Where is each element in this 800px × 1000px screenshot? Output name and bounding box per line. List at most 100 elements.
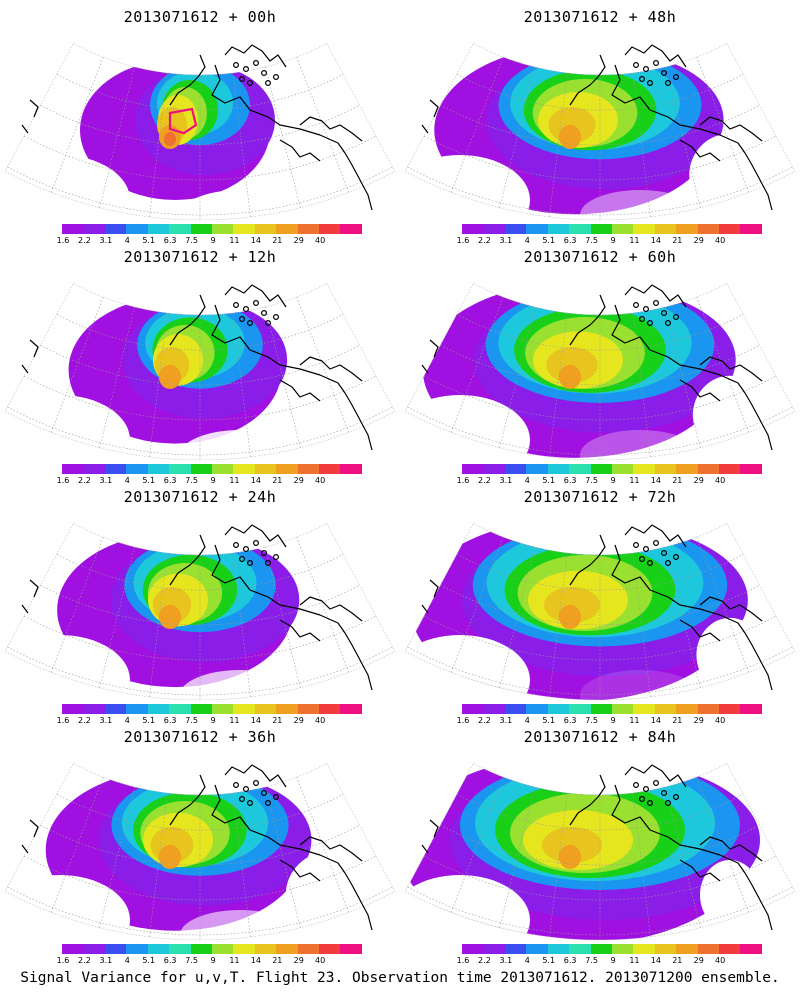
colorbar-tick-label: 11 [229, 956, 240, 965]
colorbar-swatch [740, 224, 762, 234]
colorbar-swatch [276, 464, 298, 474]
colorbar-tick-label: 1.6 [56, 236, 70, 245]
colorbar-tick-label: 1.6 [56, 716, 70, 725]
map-panel: 2013071612 + 36h 1.6 2.2 3.1 4 5.1 6.3 7.5 9 11 14… [0, 720, 400, 965]
colorbar-tick-label: 4 [124, 236, 130, 245]
colorbar-swatch [254, 224, 277, 234]
colorbar-tick-label: 7.5 [585, 716, 598, 725]
colorbar-swatch [526, 224, 548, 234]
colorbar-tick-label: 11 [229, 716, 240, 725]
colorbar-swatch [190, 944, 212, 954]
panel-title: 2013071612 + 60h [523, 248, 677, 266]
colorbar-tick-label: 9 [210, 956, 216, 965]
colorbar-tick-label: 14 [250, 956, 261, 965]
colorbar-swatch [633, 944, 655, 954]
map-panel: 2013071612 + 60h 1.6 2.2 3.1 4 5.1 6.3 7.5 9 11 14… [400, 240, 800, 485]
colorbar-tick-label: 2.2 [78, 956, 91, 965]
colorbar-swatch [526, 464, 548, 474]
colorbar-swatch [676, 224, 698, 234]
colorbar-swatch [254, 464, 277, 474]
colorbar-tick-label: 6.3 [163, 956, 177, 965]
colorbar-tick-label: 2.2 [478, 716, 491, 725]
colorbar-swatch [147, 224, 170, 234]
map-panel: 2013071612 + 72h 1.6 2.2 3.1 4 5.1 6.3 7.5 9 11 14… [400, 480, 800, 725]
colorbar-swatch [590, 944, 612, 954]
colorbar-tick-label: 29 [293, 956, 304, 965]
variance-field [5, 60, 385, 220]
colorbar-tick-label: 4 [124, 716, 130, 725]
colorbar-tick-label: 14 [650, 956, 661, 965]
colorbar-swatch [504, 944, 527, 954]
colorbar-tick-label: 14 [250, 716, 261, 725]
colorbar-tick-label: 6.3 [563, 476, 577, 485]
colorbar-tick-label: 11 [229, 236, 240, 245]
colorbar-tick-label: 5.1 [542, 956, 556, 965]
colorbar-swatch [147, 944, 170, 954]
coastlines [421, 764, 773, 931]
colorbar-tick-label: 5.1 [142, 956, 156, 965]
colorbar-swatch [590, 704, 612, 714]
colorbar-swatch [504, 704, 527, 714]
variance-map [4, 762, 396, 940]
colorbar-swatch [719, 464, 741, 474]
colorbar-tick-label: 29 [293, 236, 304, 245]
colorbar-swatch [676, 704, 698, 714]
colorbar-swatch [633, 224, 655, 234]
colorbar-swatch [211, 224, 234, 234]
colorbar-swatch [211, 944, 234, 954]
map-panel: 2013071612 + 00h 1.6 2.2 3.1 4 5.1 6.3 7.5 9 11 14… [0, 0, 400, 245]
colorbar-labels: 1.6 2.2 3.1 4 5.1 6.3 7.5 9 11 14 21 29 40 [57, 716, 362, 726]
variance-field [405, 523, 764, 700]
coastlines [21, 764, 373, 931]
colorbar-tick-label: 3.1 [499, 716, 513, 725]
colorbar-tick-label: 40 [715, 236, 726, 245]
colorbar-tick-label: 1.6 [456, 956, 470, 965]
colorbar-swatch [547, 464, 570, 474]
coastlines [21, 524, 373, 691]
colorbar-tick-label: 2.2 [78, 236, 91, 245]
colorbar-swatch [62, 464, 84, 474]
colorbar-swatch [633, 704, 655, 714]
colorbar-swatch [611, 464, 634, 474]
colorbar-tick-label: 6.3 [163, 236, 177, 245]
colorbar-tick-label: 14 [650, 716, 661, 725]
variance-map [404, 522, 796, 700]
colorbar-tick-label: 29 [693, 956, 704, 965]
colorbar-swatch [83, 224, 105, 234]
colorbar-tick-label: 29 [293, 716, 304, 725]
colorbar-swatch [83, 704, 105, 714]
colorbar-tick-label: 7.5 [185, 716, 198, 725]
colorbar-tick-label: 5.1 [142, 476, 156, 485]
colorbar-swatch [483, 944, 505, 954]
colorbar-tick-label: 2.2 [478, 236, 491, 245]
colorbar-swatch [83, 464, 105, 474]
colorbar-tick-label: 4 [524, 956, 530, 965]
colorbar-labels: 1.6 2.2 3.1 4 5.1 6.3 7.5 9 11 14 21 29 40 [457, 236, 762, 246]
colorbar-tick-label: 9 [610, 956, 616, 965]
colorbar-swatch [169, 944, 191, 954]
colorbar-tick-label: 1.6 [56, 956, 70, 965]
panel-title: 2013071612 + 72h [523, 488, 677, 506]
colorbar-tick-label: 3.1 [99, 956, 113, 965]
colorbar-tick-label: 6.3 [563, 236, 577, 245]
colorbar-tick-label: 3.1 [499, 476, 513, 485]
colorbar-tick-label: 21 [672, 236, 683, 245]
map-panel: 2013071612 + 24h 1.6 2.2 3.1 4 5.1 6.3 7.5 9 11 14… [0, 480, 400, 725]
colorbar-swatch [611, 704, 634, 714]
colorbar-tick-label: 9 [610, 716, 616, 725]
colorbar-swatch [504, 464, 527, 474]
colorbar-tick-label: 7.5 [185, 476, 198, 485]
colorbar-swatch [276, 224, 298, 234]
panel-title: 2013071612 + 84h [523, 728, 677, 746]
colorbar-tick-label: 40 [315, 476, 326, 485]
colorbar-tick-label: 40 [715, 716, 726, 725]
colorbar-tick-label: 40 [715, 476, 726, 485]
colorbar-tick-label: 29 [693, 716, 704, 725]
colorbar-swatch [569, 704, 591, 714]
colorbar-tick-label: 21 [672, 716, 683, 725]
colorbar-tick-label: 11 [629, 476, 640, 485]
colorbar-swatch [504, 224, 527, 234]
colorbar-swatch [654, 704, 677, 714]
colorbar-swatch [104, 224, 127, 234]
colorbar [62, 944, 362, 954]
